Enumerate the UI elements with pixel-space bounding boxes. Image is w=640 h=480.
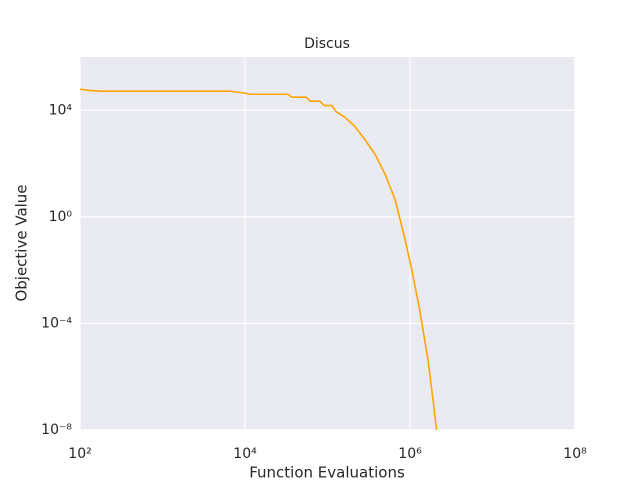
x-tick-label: 10⁸ xyxy=(563,446,587,462)
y-tick-label: 10⁻⁴ xyxy=(41,315,72,331)
y-axis-label: Objective Value xyxy=(13,184,31,301)
y-tick-label: 10⁻⁸ xyxy=(41,422,72,438)
y-tick-label: 10⁴ xyxy=(49,102,73,118)
line xyxy=(79,88,438,431)
x-tick-label: 10⁴ xyxy=(233,446,257,462)
y-tick-label: 10⁰ xyxy=(49,209,73,225)
chart-title: Discus xyxy=(304,36,350,52)
x-axis-label: Function Evaluations xyxy=(249,464,405,480)
x-tick-label: 10⁶ xyxy=(398,446,422,462)
x-tick-label: 10² xyxy=(68,446,91,462)
plot-area xyxy=(80,57,575,430)
